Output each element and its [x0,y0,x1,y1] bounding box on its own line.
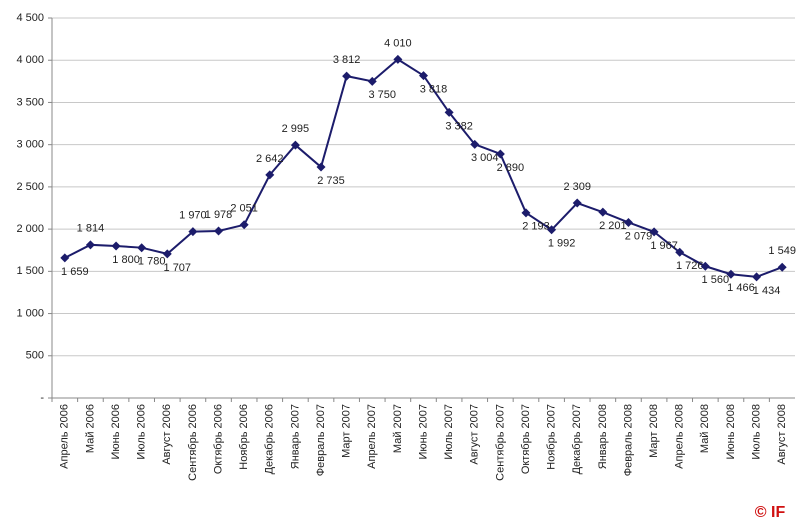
x-tick-label: Декабрь 2007 [571,404,583,474]
marker [137,243,147,253]
data-label: 2 735 [317,175,345,187]
data-label: 3 812 [333,54,361,66]
data-label: 1 780 [138,256,166,268]
data-label: 1 659 [61,266,89,278]
marker [470,139,480,149]
x-tick-label: Сентябрь 2006 [187,404,199,481]
x-tick-label: Апрель 2008 [674,404,686,469]
x-tick-label: Июнь 2006 [110,404,122,460]
x-tick-label: Январь 2007 [289,404,301,469]
data-label: 3 750 [368,89,396,101]
marker [60,253,70,263]
marker [777,262,787,272]
data-label: 1 967 [650,240,678,252]
x-tick-label: Май 2008 [699,404,711,453]
marker [85,240,95,250]
marker [547,225,557,235]
data-label: 2 890 [497,162,525,174]
copyright: © IF [755,504,786,521]
y-tick-label: 2 500 [16,181,44,193]
data-label: 2 309 [563,181,591,193]
x-tick-label: Август 2008 [776,404,788,465]
data-label: 2 079 [625,230,653,242]
marker [700,261,710,271]
x-tick-label: Август 2007 [469,404,481,465]
data-label: 2 995 [282,123,310,135]
y-tick-label: 3 500 [16,96,44,108]
marker [111,241,121,251]
data-label: 1 992 [548,238,576,250]
data-label: 2 642 [256,153,284,165]
y-tick-label: 1 500 [16,265,44,277]
x-tick-label: Октябрь 2006 [212,404,224,474]
x-tick-label: Сентябрь 2007 [494,404,506,481]
x-tick-label: Май 2007 [392,404,404,453]
marker [572,198,582,208]
marker [495,149,505,159]
data-label: 1 978 [205,209,233,221]
data-label: 1 466 [727,282,755,294]
y-tick-label: 4 000 [16,54,44,66]
y-tick-label: 500 [26,350,44,362]
x-tick-label: Апрель 2006 [59,404,71,469]
x-tick-label: Июнь 2008 [725,404,737,460]
marker [214,226,224,236]
y-tick-label: - [40,392,44,404]
data-label: 2 201 [599,220,627,232]
x-tick-label: Март 2007 [341,404,353,458]
x-tick-label: Январь 2008 [597,404,609,469]
marker [623,217,633,227]
marker [675,247,685,257]
data-label: 1 560 [702,274,730,286]
data-label: 1 707 [164,262,192,274]
x-tick-label: Ноябрь 2006 [238,404,250,470]
y-tick-label: 2 000 [16,223,44,235]
x-tick-label: Июль 2006 [136,404,148,460]
data-label: 3 818 [420,83,448,95]
marker [393,54,403,64]
marker [188,227,198,237]
data-label: 1 800 [112,254,140,266]
data-label: 3 382 [445,120,473,132]
x-tick-label: Июнь 2007 [417,404,429,460]
marker [367,76,377,86]
y-tick-label: 3 000 [16,139,44,151]
marker [419,71,428,81]
x-tick-label: Октябрь 2007 [520,404,532,474]
data-label: 2 193 [522,221,550,233]
data-label: 1 549 [768,245,796,257]
marker [521,208,531,218]
data-label: 1 814 [77,223,105,235]
x-tick-label: Июль 2008 [750,404,762,460]
marker [752,272,762,282]
marker [265,170,275,180]
data-label: 2 051 [230,203,258,215]
y-tick-label: 4 500 [16,12,44,24]
x-tick-label: Апрель 2007 [366,404,378,469]
marker [290,140,300,150]
x-tick-label: Февраль 2008 [622,404,634,476]
data-label: 1 970 [179,210,207,222]
data-label: 1 434 [753,285,781,297]
x-tick-label: Март 2008 [648,404,660,458]
data-label: 1 726 [676,260,704,272]
marker [316,162,326,172]
x-tick-label: Декабрь 2006 [264,404,276,474]
marker [649,227,659,237]
marker [162,249,172,259]
x-tick-label: Май 2006 [84,404,96,453]
marker [342,71,352,81]
x-tick-label: Февраль 2007 [315,404,327,476]
x-tick-label: Июль 2007 [443,404,455,460]
marker [444,107,454,117]
marker [726,269,736,279]
marker [239,220,249,230]
data-label: 3 004 [471,152,499,164]
marker [598,207,608,217]
data-label: 4 010 [384,37,412,49]
y-tick-label: 1 000 [16,307,44,319]
x-tick-label: Август 2006 [161,404,173,465]
x-tick-label: Ноябрь 2007 [546,404,558,470]
